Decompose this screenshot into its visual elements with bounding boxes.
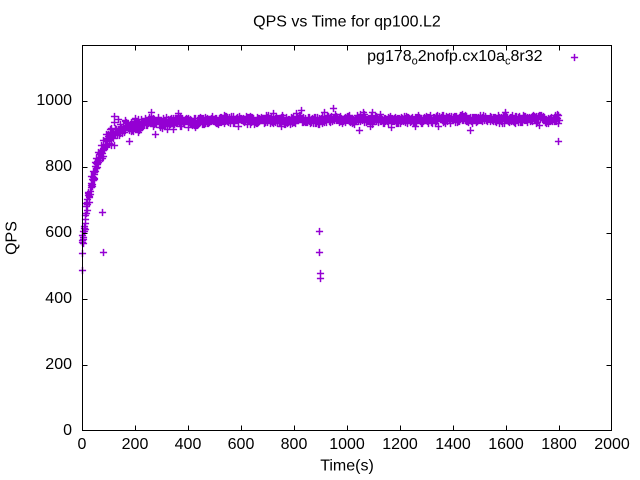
svg-text:2000: 2000	[594, 436, 630, 453]
svg-text:400: 400	[175, 436, 202, 453]
svg-text:800: 800	[281, 436, 308, 453]
svg-text:1800: 1800	[541, 436, 577, 453]
svg-text:1000: 1000	[329, 436, 365, 453]
svg-text:1200: 1200	[382, 436, 418, 453]
svg-text:200: 200	[122, 436, 149, 453]
svg-text:pg178o2nofp.cx10ac8r32: pg178o2nofp.cx10ac8r32	[367, 48, 542, 68]
svg-text:1000: 1000	[36, 92, 72, 109]
svg-text:QPS vs Time for qp100.L2: QPS vs Time for qp100.L2	[253, 14, 441, 31]
svg-text:400: 400	[45, 290, 72, 307]
svg-text:1600: 1600	[488, 436, 524, 453]
svg-text:200: 200	[45, 356, 72, 373]
svg-text:600: 600	[228, 436, 255, 453]
svg-text:1400: 1400	[435, 436, 471, 453]
svg-text:0: 0	[78, 436, 87, 453]
svg-text:Time(s): Time(s)	[320, 458, 374, 475]
svg-text:600: 600	[45, 224, 72, 241]
svg-text:0: 0	[63, 422, 72, 439]
svg-text:800: 800	[45, 158, 72, 175]
svg-text:QPS: QPS	[4, 221, 21, 255]
